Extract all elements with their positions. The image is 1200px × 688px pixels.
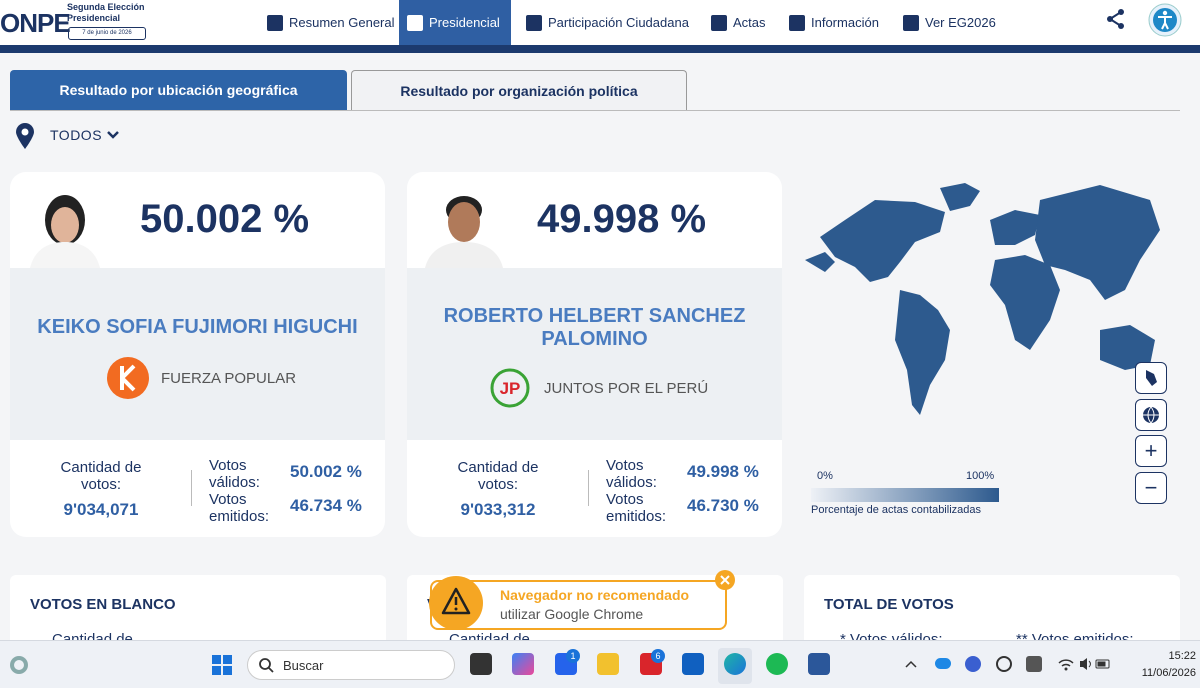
card-title: VOTOS EN BLANCO: [30, 596, 176, 613]
election-date: 7 de junio de 2026: [68, 27, 146, 40]
taskbar-app[interactable]: [766, 653, 788, 675]
clock-time: 15:22: [1168, 650, 1196, 662]
badge: 6: [651, 649, 665, 663]
nav-label: Actas: [733, 15, 766, 30]
tray-chevron[interactable]: [905, 658, 917, 670]
summary-card: TOTAL DE VOTOS * Votos válidos: ** Votos…: [804, 575, 1180, 640]
valid-percent: 50.002 %: [290, 462, 362, 481]
card-title: TOTAL DE VOTOS: [824, 596, 954, 613]
votes-label: Cantidad de votos:: [457, 459, 539, 493]
candidate-card: 50.002 % KEIKO SOFIA FUJIMORI HIGUCHI FU…: [10, 172, 385, 537]
peru-button[interactable]: [1135, 362, 1167, 394]
toast-close[interactable]: [714, 569, 736, 591]
emitted-percent: 46.730 %: [687, 496, 759, 515]
emitted-percent: 46.734 %: [290, 496, 362, 515]
chevron[interactable]: [106, 129, 120, 141]
world-button[interactable]: [1135, 399, 1167, 431]
valid-label: Votos válidos:: [209, 457, 260, 491]
badge: 1: [566, 649, 580, 663]
nav-label: Ver EG2026: [925, 15, 996, 30]
candidate-info: [407, 268, 782, 440]
zoom-out-button[interactable]: −: [1135, 472, 1167, 504]
nav-label: Presidencial: [429, 15, 500, 30]
taskbar-app[interactable]: [470, 653, 492, 675]
votes-count: 9'034,071: [63, 500, 139, 519]
nav-item[interactable]: Ver EG2026: [903, 0, 996, 45]
nav-label: Participación Ciudadana: [548, 15, 689, 30]
nav-item[interactable]: Información: [789, 0, 879, 45]
vote-percent: 49.998 %: [537, 197, 707, 241]
clock-date: 11/06/2026: [1141, 667, 1196, 679]
tray-icon[interactable]: [935, 658, 951, 669]
search-icon: [259, 658, 274, 673]
candidate-photo: [425, 196, 503, 268]
svg-text:JP: JP: [500, 379, 521, 398]
filter-value[interactable]: TODOS: [50, 127, 103, 143]
legend-max: 100%: [966, 470, 995, 482]
nav-item[interactable]: Resumen General: [267, 0, 395, 45]
votes-label: Cantidad de votos:: [60, 459, 142, 493]
toast-message: utilizar Google Chrome: [500, 606, 644, 622]
legend-min: 0%: [817, 470, 833, 482]
divider: [588, 470, 589, 506]
header: [0, 0, 1200, 45]
taskbar-app[interactable]: [682, 653, 704, 675]
accessibility-icon[interactable]: [1148, 3, 1182, 37]
search-placeholder: Buscar: [283, 658, 324, 673]
card-text: ** Votos emitidos:: [1016, 631, 1134, 640]
nav-item[interactable]: Actas: [711, 0, 766, 45]
party-logo: JP: [490, 368, 530, 408]
taskbar-app[interactable]: [808, 653, 830, 675]
candidate-name: ROBERTO HELBERT SANCHEZ PALOMINO: [443, 305, 746, 350]
tab-line: [10, 110, 1180, 111]
party-name: JUNTOS POR EL PERÚ: [544, 380, 709, 397]
valid-percent: 49.998 %: [687, 462, 759, 481]
nav-label: Información: [811, 15, 879, 30]
party-logo: [107, 357, 149, 399]
warning-icon: [429, 576, 483, 630]
taskbar-app[interactable]: [724, 653, 746, 675]
taskbar-app[interactable]: [512, 653, 534, 675]
vote-percent: 50.002 %: [140, 197, 310, 241]
card-text: Cantidad de: [52, 631, 133, 640]
location-icon: [16, 123, 34, 149]
votes-count: 9'033,312: [460, 500, 536, 519]
valid-label: Votos válidos:: [606, 457, 657, 491]
party-name: FUERZA POPULAR: [161, 370, 297, 387]
nav-label: Resumen General: [289, 15, 395, 30]
system-icons[interactable]: [1058, 656, 1112, 672]
card-text: Cantidad de: [449, 631, 530, 640]
nav-item[interactable]: Participación Ciudadana: [526, 0, 689, 45]
candidate-info: [10, 268, 385, 440]
divider: [191, 470, 192, 506]
share-icon[interactable]: [1105, 8, 1127, 30]
legend-gradient: [811, 488, 999, 502]
start-button[interactable]: [211, 654, 233, 676]
header-band: [0, 45, 1200, 53]
logo: ONPE: [0, 8, 71, 38]
candidate-name: KEIKO SOFIA FUJIMORI HIGUCHI: [37, 316, 358, 338]
search-box[interactable]: [247, 650, 455, 680]
election-name: Segunda Elección Presidencial: [67, 2, 145, 23]
zoom-in-button[interactable]: +: [1135, 435, 1167, 467]
tab[interactable]: Resultado por organización política: [351, 70, 687, 110]
taskbar-app[interactable]: [597, 653, 619, 675]
tray-icon[interactable]: [1026, 656, 1042, 672]
emitted-label: Votos emitidos:: [606, 491, 667, 525]
candidate-card: 49.998 % ROBERTO HELBERT SANCHEZ PALOMIN…: [407, 172, 782, 537]
tab[interactable]: Resultado por ubicación geográfica: [10, 70, 347, 110]
candidate-photo: [30, 195, 100, 268]
legend-caption: Porcentaje de actas contabilizadas: [811, 504, 981, 516]
tray-icon[interactable]: [996, 656, 1012, 672]
tray-icon[interactable]: [965, 656, 981, 672]
emitted-label: Votos emitidos:: [209, 491, 270, 525]
card-text: * Votos válidos:: [840, 631, 943, 640]
toast-title: Navegador no recomendado: [500, 587, 690, 603]
world-map[interactable]: [800, 180, 1170, 445]
weather-icon[interactable]: [8, 654, 30, 676]
nav-item[interactable]: Presidencial: [399, 0, 511, 45]
summary-card: VOTOS EN BLANCO Cantidad de: [10, 575, 386, 640]
